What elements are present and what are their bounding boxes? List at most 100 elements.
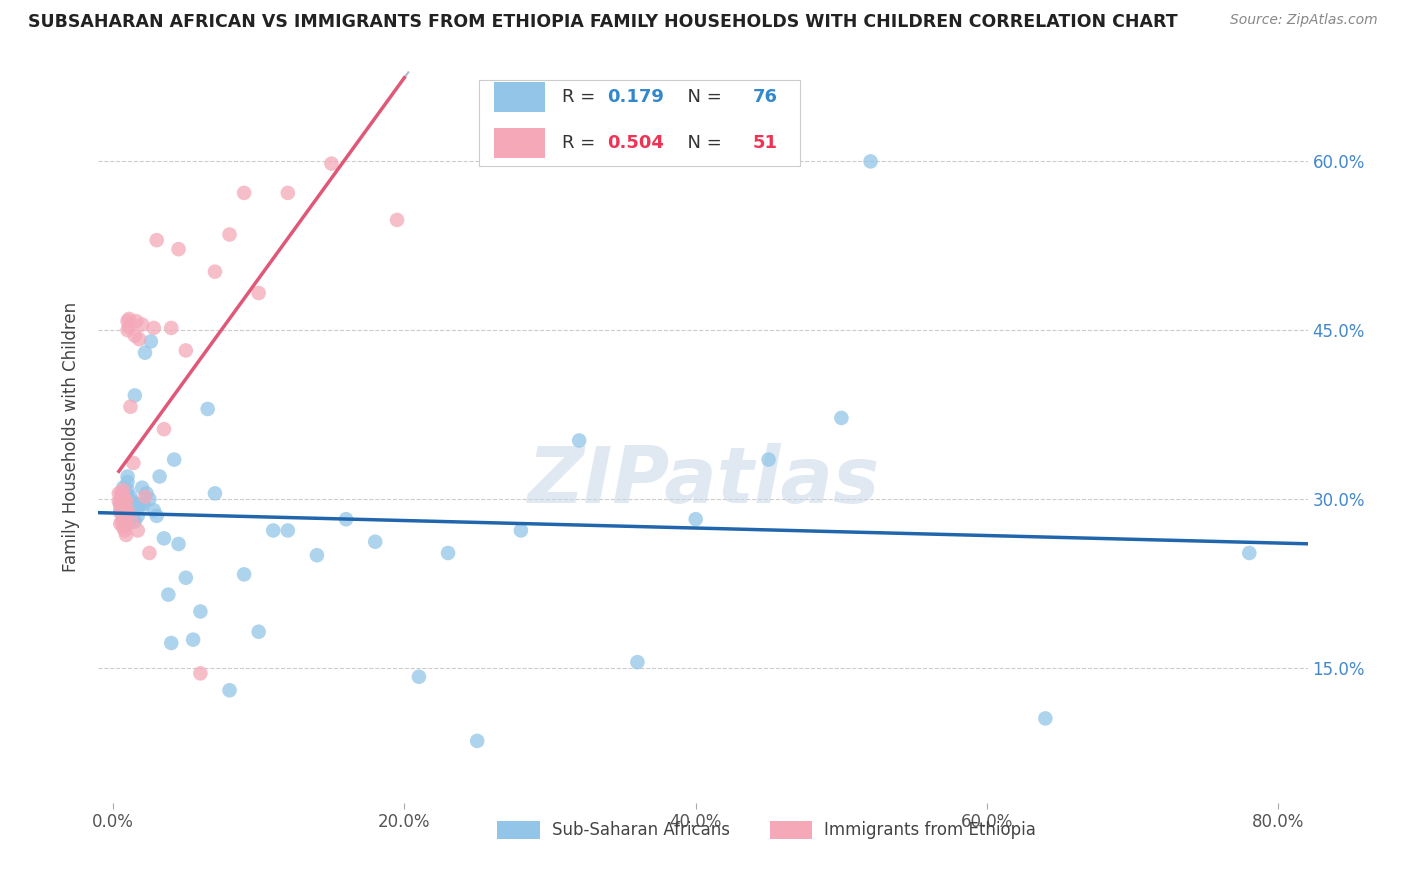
Point: [111, 503, 134, 517]
Point: [114, 498, 136, 512]
Point: [142, 321, 165, 335]
Point: [115, 494, 138, 508]
Point: [117, 469, 139, 483]
Point: [111, 494, 134, 508]
Point: [128, 332, 150, 346]
Point: [114, 515, 136, 529]
Point: [121, 494, 143, 508]
Point: [111, 491, 134, 506]
Point: [117, 475, 139, 489]
Point: [118, 498, 141, 512]
Point: [135, 486, 157, 500]
Point: [190, 666, 212, 681]
Point: [145, 508, 167, 523]
Text: N =: N =: [676, 134, 728, 152]
Point: [1033, 711, 1056, 725]
Point: [465, 734, 488, 748]
Point: [138, 546, 160, 560]
Point: [138, 491, 160, 506]
Point: [626, 655, 648, 669]
Point: [174, 571, 197, 585]
Text: N =: N =: [676, 88, 728, 106]
Point: [117, 503, 139, 517]
Point: [160, 636, 183, 650]
Point: [114, 506, 136, 520]
Point: [218, 683, 240, 698]
Point: [277, 186, 299, 200]
Point: [204, 486, 226, 500]
Point: [112, 498, 135, 512]
Point: [129, 498, 152, 512]
Point: [114, 491, 136, 506]
Y-axis label: Family Households with Children: Family Households with Children: [62, 302, 80, 572]
Point: [114, 524, 136, 538]
Point: [153, 532, 176, 546]
Point: [233, 186, 256, 200]
Point: [127, 524, 149, 538]
Point: [111, 486, 134, 500]
Point: [859, 154, 882, 169]
Point: [114, 515, 136, 529]
Point: [204, 265, 226, 279]
Point: [112, 491, 135, 506]
FancyBboxPatch shape: [769, 821, 811, 839]
Point: [131, 318, 153, 332]
Point: [110, 498, 132, 512]
Point: [108, 486, 131, 500]
Point: [128, 498, 150, 512]
Text: 51: 51: [752, 134, 778, 152]
Text: 76: 76: [752, 88, 778, 106]
Point: [167, 537, 190, 551]
Point: [115, 516, 138, 531]
Point: [110, 506, 132, 520]
Point: [149, 469, 172, 483]
Point: [118, 319, 141, 334]
Point: [121, 515, 143, 529]
Point: [157, 588, 180, 602]
Point: [247, 286, 270, 301]
Text: 0.179: 0.179: [607, 88, 665, 106]
Point: [120, 400, 142, 414]
FancyBboxPatch shape: [494, 128, 544, 158]
Text: 0.504: 0.504: [607, 134, 665, 152]
Point: [277, 524, 299, 538]
Point: [112, 520, 135, 534]
Point: [174, 343, 197, 358]
Point: [117, 503, 139, 517]
Point: [181, 632, 204, 647]
Point: [112, 481, 135, 495]
Text: Sub-Saharan Africans: Sub-Saharan Africans: [551, 821, 730, 838]
Text: Immigrants from Ethiopia: Immigrants from Ethiopia: [824, 821, 1036, 838]
Point: [197, 401, 219, 416]
Point: [121, 503, 143, 517]
Point: [117, 516, 139, 531]
Point: [124, 515, 146, 529]
Point: [117, 496, 139, 510]
Point: [153, 422, 176, 436]
Point: [114, 490, 136, 504]
Point: [115, 494, 138, 508]
Point: [112, 508, 135, 523]
FancyBboxPatch shape: [479, 80, 800, 167]
Point: [114, 503, 136, 517]
Point: [111, 515, 134, 529]
Point: [112, 508, 135, 523]
Point: [167, 242, 190, 256]
Point: [122, 456, 145, 470]
Point: [139, 334, 162, 349]
Point: [127, 508, 149, 523]
Point: [122, 508, 145, 523]
Point: [117, 511, 139, 525]
Point: [118, 506, 141, 520]
Point: [134, 490, 156, 504]
Point: [408, 670, 430, 684]
Point: [509, 524, 531, 538]
Point: [115, 528, 138, 542]
Point: [115, 500, 138, 515]
Point: [120, 490, 142, 504]
Point: [108, 494, 131, 508]
Point: [262, 524, 284, 538]
Point: [117, 314, 139, 328]
Point: [190, 605, 212, 619]
Point: [124, 388, 146, 402]
